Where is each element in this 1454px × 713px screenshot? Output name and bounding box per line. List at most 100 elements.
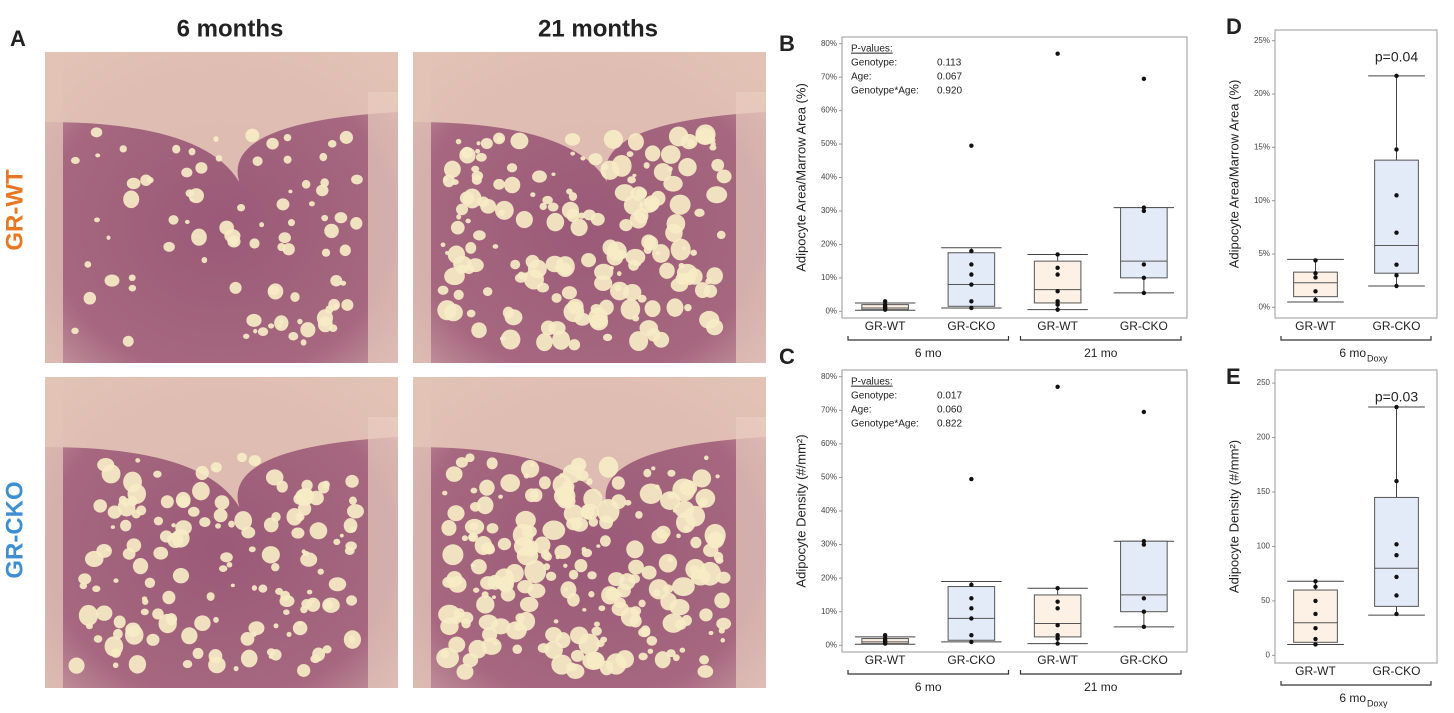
data-point [1394,552,1399,558]
data-point [1141,275,1147,281]
adipocyte [667,469,676,477]
adipocyte [268,323,275,329]
adipocyte [339,533,344,538]
adipocyte [192,647,204,659]
adipocyte [163,241,175,252]
adipocyte [471,559,487,575]
adipocyte [686,139,696,148]
adipocyte [502,306,514,319]
data-point [1055,606,1060,611]
adipocyte [241,526,256,539]
adipocyte [153,546,169,560]
data-point [969,299,974,304]
adipocyte [301,479,313,492]
adipocyte [581,547,587,552]
adipocyte [440,242,446,248]
data-point [1141,290,1147,296]
bone-cortex [45,377,398,507]
x-tick-label: GR-WT [1295,664,1336,678]
adipocyte [456,203,469,216]
data-point [1394,230,1399,235]
adipocyte [468,532,479,542]
adipocyte [716,230,726,240]
data-point [1141,539,1147,544]
y-tick-label: 10% [1254,196,1270,205]
adipocyte [672,654,680,662]
data-point [1141,409,1147,415]
data-point [1313,584,1318,589]
data-point [1141,542,1147,547]
column-title: 6 months [177,15,284,42]
adipocyte [714,592,730,609]
adipocyte [663,175,683,192]
adipocyte [90,127,103,138]
adipocyte [321,214,329,222]
adipocyte [97,458,115,472]
adipocyte [348,496,357,505]
adipocyte [283,155,292,164]
data-point [969,606,974,611]
adipocyte [591,626,602,636]
adipocyte [270,649,282,661]
adipocyte [699,608,713,622]
adipocyte [343,518,358,534]
adipocyte [266,137,279,150]
adipocyte [596,544,601,548]
pvalue-title: P-values: [851,44,893,55]
adipocyte [493,178,505,190]
data-point [1141,596,1147,601]
adipocyte [113,615,126,629]
adipocyte [587,571,597,580]
adipocyte [443,160,461,178]
adipocyte [263,517,279,533]
x-tick-label: GR-WT [1037,653,1078,667]
adipocyte [188,506,200,517]
data-point [1055,252,1060,257]
adipocyte [706,186,728,204]
box [947,252,996,307]
group-bracket [1280,681,1432,686]
adipocyte [515,210,533,229]
adipocyte [344,546,355,555]
adipocyte [95,153,101,158]
adipocyte [127,484,147,504]
adipocyte [185,189,195,198]
adipocyte [171,528,190,548]
adipocyte [694,208,705,218]
adipocyte [195,162,208,174]
adipocyte [278,232,291,244]
adipocyte [237,204,246,212]
y-tick-label: 50% [821,139,837,148]
adipocyte [694,282,711,299]
data-point [882,636,888,641]
row-label: GR-WT [1,169,28,251]
adipocyte [551,654,573,675]
bone-edge [368,417,398,688]
plot-frame [1274,369,1438,664]
adipocyte [340,280,347,286]
adipocyte [628,259,640,271]
adipocyte [286,631,292,637]
adipocyte [570,649,585,662]
adipocyte [496,135,504,143]
adipocyte [301,599,313,609]
adipocyte [453,255,472,272]
adipocyte [611,494,627,510]
adipocyte [588,591,595,598]
adipocyte [226,562,233,568]
adipocyte [213,136,219,142]
adipocyte [566,662,578,672]
adipocyte [566,188,573,195]
adipocyte [672,577,695,597]
adipocyte [500,474,520,493]
adipocyte [575,469,589,481]
pvalue-term: Genotype: [851,58,897,69]
adipocyte [456,663,474,680]
y-tick-label: 0 [1266,650,1271,659]
adipocyte [716,169,732,184]
adipocyte [259,222,265,228]
adipocyte [545,571,557,582]
adipocyte [499,336,506,342]
adipocyte [697,665,714,678]
